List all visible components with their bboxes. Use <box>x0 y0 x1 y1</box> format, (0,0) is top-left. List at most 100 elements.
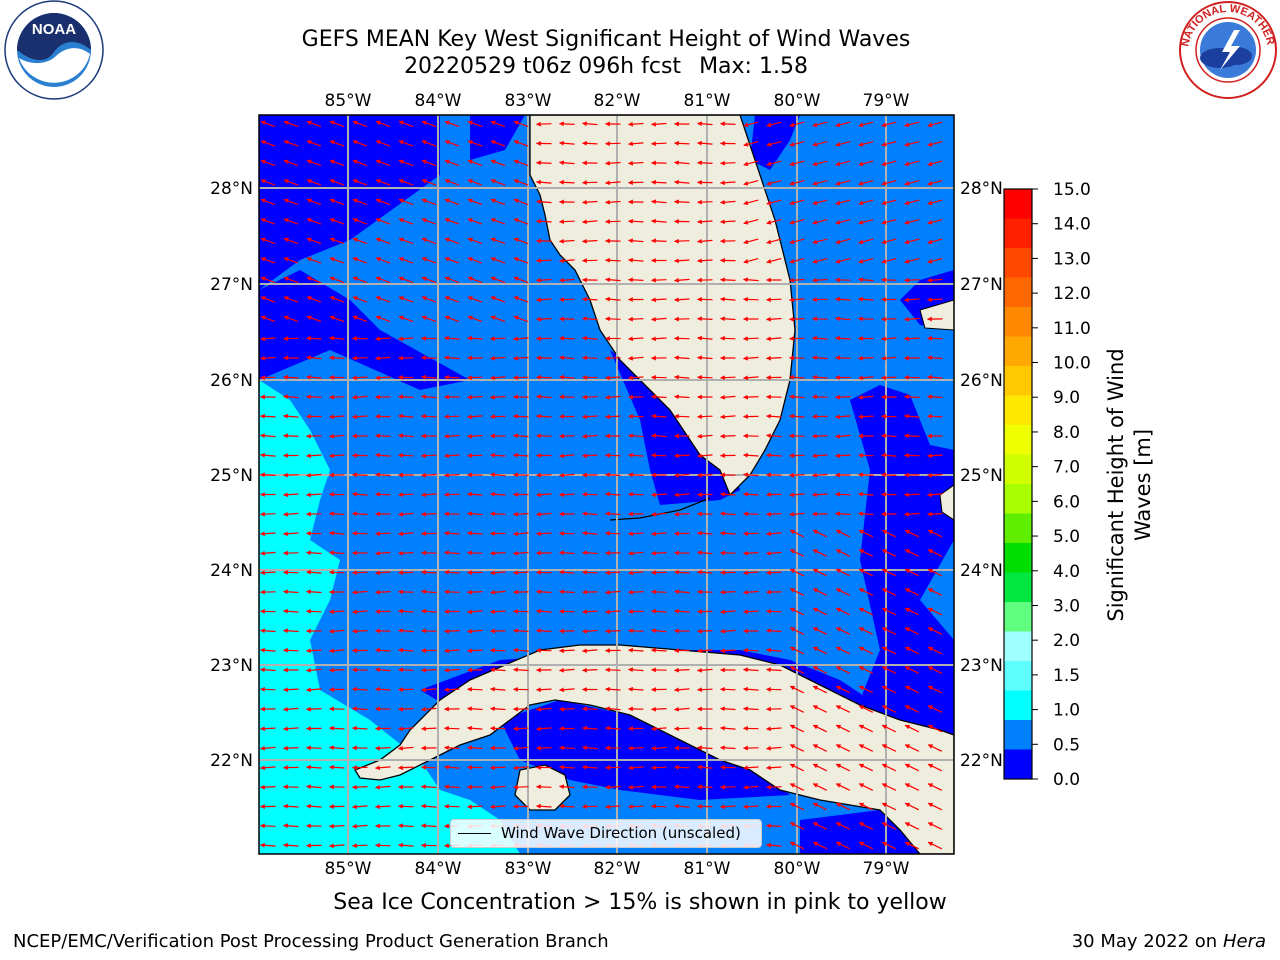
wind-wave-arrow <box>352 804 368 810</box>
wind-wave-arrow <box>444 453 460 459</box>
wind-wave-arrow <box>743 667 759 673</box>
wind-wave-arrow <box>697 628 713 634</box>
wind-wave-arrow <box>904 744 920 752</box>
wind-wave-arrow <box>720 589 736 595</box>
wind-wave-arrow <box>283 531 299 537</box>
wind-wave-arrow <box>467 804 483 810</box>
wind-wave-arrow <box>651 199 667 205</box>
wind-wave-arrow <box>559 492 575 498</box>
wind-wave-arrow <box>260 179 276 186</box>
wind-wave-arrow <box>927 744 943 752</box>
wind-wave-arrow <box>582 199 598 205</box>
wind-wave-arrow <box>329 237 345 245</box>
wind-wave-arrow <box>743 258 759 264</box>
wind-wave-arrow <box>766 550 782 556</box>
wind-wave-arrow <box>743 511 759 517</box>
wind-wave-arrow <box>398 608 414 614</box>
wind-wave-arrow <box>398 336 414 342</box>
wind-wave-arrow <box>904 413 920 419</box>
wind-wave-arrow <box>444 569 460 575</box>
wind-wave-arrow <box>421 315 437 323</box>
wind-wave-arrow <box>835 316 851 322</box>
wind-wave-arrow <box>789 646 805 655</box>
colorbar-tick-label: 11.0 <box>1053 319 1091 339</box>
wind-wave-arrow <box>766 745 782 751</box>
wind-wave-arrow <box>766 570 782 576</box>
wind-wave-arrow <box>352 276 368 284</box>
wind-wave-arrow <box>605 257 621 263</box>
wind-wave-arrow <box>536 297 552 303</box>
wind-wave-arrow <box>444 335 460 341</box>
wind-wave-arrow <box>858 141 874 147</box>
wind-wave-arrow <box>881 724 897 733</box>
wind-wave-arrow <box>812 199 828 206</box>
wind-wave-arrow <box>697 648 713 654</box>
wind-wave-arrow <box>306 608 322 614</box>
wind-wave-arrow <box>628 589 644 595</box>
lat-label: 23°N <box>210 656 253 676</box>
wind-wave-arrow <box>352 725 368 731</box>
wind-wave-arrow <box>605 199 621 205</box>
wind-wave-arrow <box>536 433 552 439</box>
wind-wave-arrow <box>582 550 598 556</box>
wind-wave-arrow <box>881 355 897 361</box>
wind-wave-arrow <box>559 374 575 380</box>
wind-wave-arrow <box>559 803 575 809</box>
wind-wave-arrow <box>927 472 943 478</box>
wind-wave-arrow <box>881 744 897 752</box>
wind-wave-arrow <box>375 784 391 790</box>
wind-wave-arrow <box>490 394 506 400</box>
wind-wave-arrow <box>835 160 851 167</box>
wind-wave-arrow <box>927 121 943 128</box>
wind-wave-arrow <box>260 140 276 147</box>
wind-wave-arrow <box>306 335 322 341</box>
wind-wave-arrow <box>582 433 598 439</box>
wind-wave-arrow <box>559 569 575 575</box>
wind-wave-arrow <box>674 492 690 498</box>
wind-wave-arrow <box>697 258 713 264</box>
wind-wave-arrow <box>582 355 598 361</box>
wind-wave-arrow <box>766 647 782 653</box>
wind-wave-arrow <box>927 219 943 225</box>
wind-wave-arrow <box>812 180 828 186</box>
wind-wave-arrow <box>260 433 276 439</box>
wind-wave-arrow <box>927 588 943 596</box>
wind-wave-arrow <box>352 686 368 692</box>
footer-date-text: 30 May 2022 on <box>1071 931 1218 952</box>
colorbar-tick-label: 0.0 <box>1053 770 1080 790</box>
wind-wave-arrow <box>927 180 943 186</box>
wind-wave-arrow <box>904 433 920 439</box>
wind-wave-arrow <box>536 745 552 751</box>
wind-wave-arrow <box>812 588 828 596</box>
wind-wave-arrow <box>697 238 713 244</box>
wind-wave-arrow <box>444 218 460 225</box>
wind-wave-arrow <box>582 394 598 400</box>
wind-wave-arrow <box>904 511 920 517</box>
wind-wave-arrow <box>697 140 713 146</box>
wind-wave-arrow <box>743 160 759 167</box>
wind-wave-arrow <box>835 238 851 245</box>
wind-wave-arrow <box>490 550 506 556</box>
lat-label: 24°N <box>210 561 253 581</box>
wind-wave-arrow <box>467 745 483 751</box>
wind-wave-arrow <box>789 783 805 791</box>
wind-wave-arrow <box>306 784 322 790</box>
wind-wave-arrow <box>375 120 391 128</box>
wind-wave-arrow <box>283 842 299 848</box>
wind-wave-arrow <box>444 355 460 361</box>
wind-wave-arrow <box>283 511 299 517</box>
wind-wave-arrow <box>789 744 805 752</box>
wind-wave-arrow <box>352 296 368 303</box>
wind-wave-arrow <box>812 763 828 772</box>
wind-wave-arrow <box>421 687 437 693</box>
wind-wave-arrow <box>812 841 828 850</box>
wind-wave-arrow <box>628 160 644 166</box>
wind-wave-arrow <box>789 724 805 733</box>
wind-wave-arrow <box>467 335 483 341</box>
wind-wave-arrow <box>490 355 506 361</box>
wind-wave-arrow <box>352 511 368 517</box>
wind-wave-arrow <box>881 646 897 655</box>
wind-wave-arrow <box>329 843 345 849</box>
wind-wave-arrow <box>858 180 874 186</box>
wind-wave-arrow <box>467 491 483 497</box>
